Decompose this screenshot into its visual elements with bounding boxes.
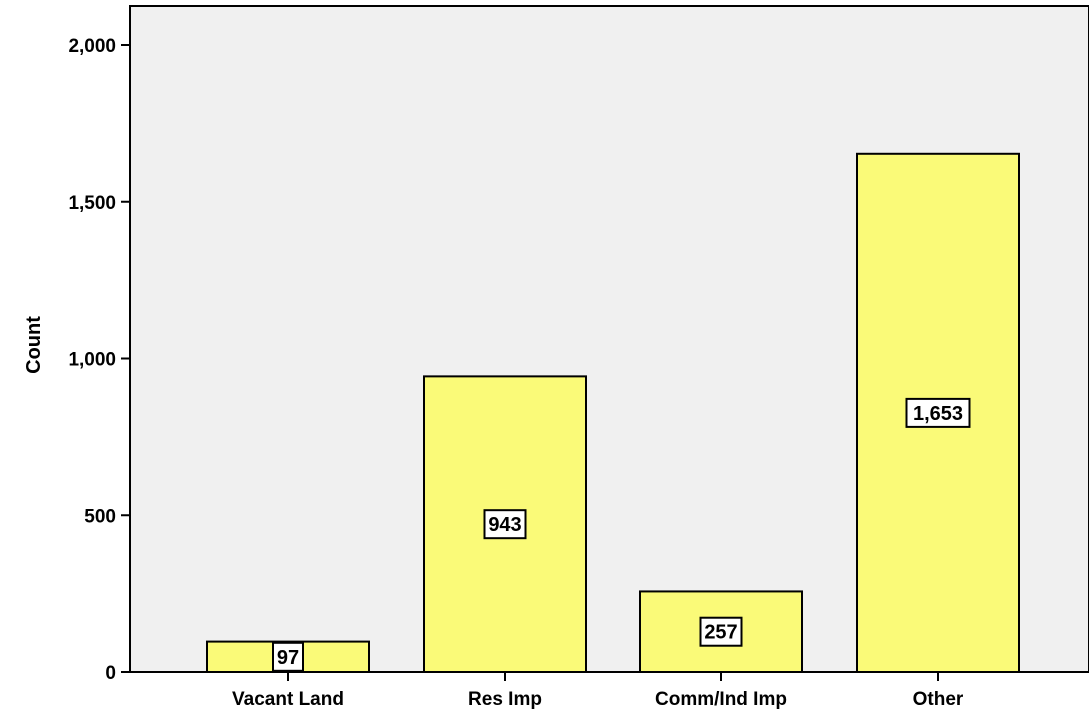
- data-label-box: [699, 616, 743, 647]
- data-label-box: [905, 397, 971, 428]
- x-tick-label: Other: [913, 689, 964, 710]
- data-labels-layer: 97 943 257 1,653: [272, 397, 971, 672]
- y-axis-title: Count: [23, 316, 45, 374]
- data-label-box: [483, 509, 527, 540]
- x-axis: Vacant Land Res Imp Comm/Ind Imp Other: [130, 671, 1089, 710]
- data-label: 1,653: [913, 403, 963, 425]
- y-tick-label: 500: [84, 506, 116, 527]
- data-label: 97: [277, 647, 299, 669]
- bar-comm-ind-imp: [639, 590, 803, 673]
- x-tick-label: Comm/Ind Imp: [655, 689, 787, 710]
- y-tick-label: 0: [105, 663, 116, 684]
- y-tick-label: 1,000: [68, 350, 116, 371]
- x-tick-label: Res Imp: [468, 689, 542, 710]
- data-label: 257: [704, 622, 737, 644]
- y-tick-label: 2,000: [68, 36, 116, 57]
- y-axis: 0 500 1,000 1,500 2,000: [68, 6, 131, 684]
- data-label-box: [272, 641, 304, 672]
- y-tick-label: 1,500: [68, 193, 116, 214]
- data-label: 943: [488, 514, 521, 536]
- x-tick-label: Vacant Land: [232, 689, 344, 710]
